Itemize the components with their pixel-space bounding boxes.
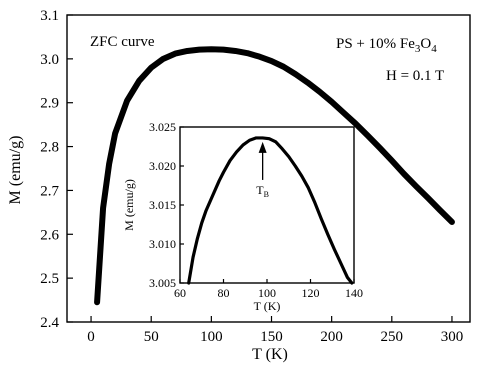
inset-x-tick-label: 140 [345,286,363,300]
main-y-tick-label: 2.5 [40,271,59,287]
inset-x-tick-label: 80 [218,286,230,300]
inset-series [187,136,354,285]
inset-x-tick-label: 120 [302,286,320,300]
main-x-axis-label: T (K) [252,346,288,363]
main-axis-ticks: 0 50 100 150 200 250 300 2.4 2.5 2.6 2.7 2.8 2.9 3.0 3… [40,8,463,345]
blocking-temperature-marker: TB [256,141,269,199]
main-y-tick-label: 2.7 [40,183,59,199]
main-x-tick-label: 0 [87,329,95,345]
inset-x-tick-label: 60 [174,286,186,300]
main-x-tick-label: 150 [260,329,283,345]
tb-arrow-head [258,141,267,153]
inset-y-tick-label: 3.005 [149,276,176,290]
inset-series-line [187,136,354,285]
sample-sub-2: 4 [431,43,437,55]
main-x-tick-label: 200 [320,329,343,345]
tb-label-sub: B [264,190,269,199]
zfc-curve-label: ZFC curve [90,34,155,50]
inset-x-tick-label: 100 [258,286,276,300]
inset-y-tick-label: 3.025 [149,120,176,134]
main-x-tick-label: 300 [441,329,464,345]
inset-y-tick-label: 3.020 [149,159,176,173]
inset-axis-ticks: 60 80 100 120 140 3.005 3.010 3.015 3.020 3.025 [149,120,363,300]
field-label: H = 0.1 T [386,68,444,84]
main-y-tick-label: 2.4 [40,315,59,331]
main-series [94,46,455,306]
sample-composition-label: PS + 10% Fe3O4 [336,36,437,55]
main-series-line [94,46,455,306]
main-x-tick-label: 250 [381,329,404,345]
sample-mid: O [420,36,431,52]
main-y-axis-label: M (emu/g) [7,136,24,205]
sample-sub-1: 3 [415,43,421,55]
main-x-tick-label: 50 [144,329,159,345]
inset-background [180,127,354,283]
inset-y-axis-label: M (emu/g) [122,179,136,231]
sample-prefix: PS + 10% Fe [336,36,415,52]
inset-y-tick-label: 3.015 [149,198,176,212]
main-y-tick-label: 3.1 [40,8,59,24]
main-y-tick-label: 3.0 [40,52,59,68]
tb-label-main: T [256,183,264,197]
main-y-tick-label: 2.9 [40,96,59,112]
main-y-tick-label: 2.6 [40,227,59,243]
inset-x-axis-label: T (K) [254,299,281,313]
inset-y-tick-label: 3.010 [149,237,176,251]
tb-label: TB [256,183,269,199]
main-plot-frame [66,14,471,323]
main-y-tick-label: 2.8 [40,140,59,156]
main-x-tick-label: 100 [200,329,223,345]
